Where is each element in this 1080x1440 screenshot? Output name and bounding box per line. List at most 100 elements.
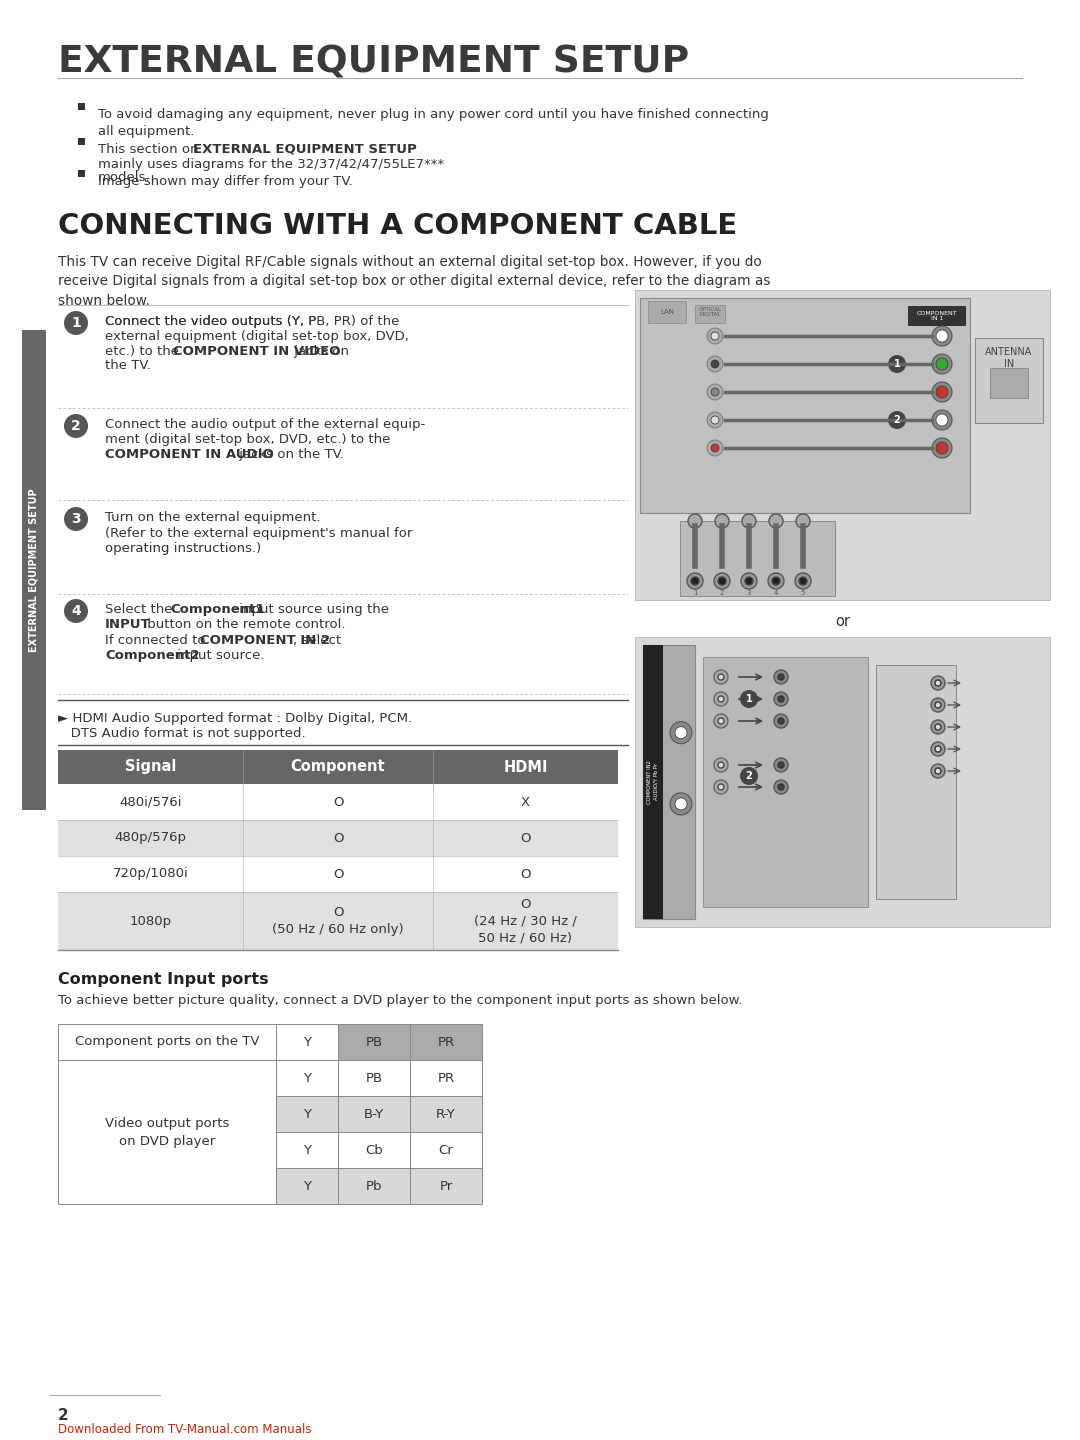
Text: O: O [333, 831, 343, 844]
Text: Connect the video outputs (Y, PB, PR) of the: Connect the video outputs (Y, PB, PR) of… [105, 315, 400, 328]
Text: 1080p: 1080p [130, 914, 172, 927]
Circle shape [707, 412, 723, 428]
Circle shape [714, 573, 730, 589]
Circle shape [774, 757, 788, 772]
Circle shape [711, 333, 719, 340]
Circle shape [742, 514, 756, 528]
Circle shape [687, 573, 703, 589]
Bar [276, 1024, 338, 1060]
Circle shape [741, 573, 757, 589]
Text: To avoid damaging any equipment, never plug in any power cord until you have fin: To avoid damaging any equipment, never p… [98, 108, 769, 138]
Bar [876, 665, 956, 899]
Circle shape [778, 783, 784, 791]
Circle shape [931, 698, 945, 711]
Text: PB: PB [365, 1035, 382, 1048]
Text: O: O [333, 795, 343, 808]
Circle shape [774, 714, 788, 729]
Bar [78, 138, 85, 145]
Circle shape [936, 442, 948, 454]
Text: INPUT: INPUT [105, 618, 150, 631]
Text: 1: 1 [692, 590, 698, 596]
Text: O: O [521, 867, 530, 880]
Text: 5: 5 [800, 590, 806, 596]
Text: 4: 4 [71, 603, 81, 618]
Bar [410, 1024, 482, 1060]
Bar [58, 750, 618, 783]
Text: jacks on: jacks on [291, 346, 349, 359]
Text: COMPONENT IN AUDIO: COMPONENT IN AUDIO [105, 448, 273, 461]
Text: PR: PR [437, 1071, 455, 1084]
Text: 2: 2 [745, 770, 753, 780]
Text: CONNECTING WITH A COMPONENT CABLE: CONNECTING WITH A COMPONENT CABLE [58, 212, 738, 240]
Circle shape [888, 410, 906, 429]
Text: external equipment (digital set-top box, DVD,: external equipment (digital set-top box,… [105, 330, 409, 343]
Text: 1: 1 [745, 694, 753, 704]
Circle shape [718, 674, 724, 680]
Text: Connect the audio output of the external equip-: Connect the audio output of the external… [105, 418, 426, 431]
Text: OPTICAL
DIGITAL: OPTICAL DIGITAL [699, 307, 721, 317]
Circle shape [774, 670, 788, 684]
Text: ANTENNA
IN: ANTENNA IN [985, 347, 1032, 369]
Circle shape [714, 670, 728, 684]
Text: (Refer to the external equipment's manual for: (Refer to the external equipment's manua… [105, 527, 413, 540]
Text: Downloaded From TV-Manual.com Manuals: Downloaded From TV-Manual.com Manuals [58, 1423, 311, 1436]
Circle shape [935, 680, 941, 685]
Text: 4: 4 [773, 590, 779, 596]
Text: 480p/576p: 480p/576p [114, 831, 187, 844]
Circle shape [670, 793, 692, 815]
Text: ► HDMI Audio Supported format : Dolby Digital, PCM.: ► HDMI Audio Supported format : Dolby Di… [58, 711, 413, 724]
Text: 2: 2 [719, 590, 725, 596]
Text: Connect the video outputs (Y, P: Connect the video outputs (Y, P [105, 315, 316, 328]
Text: Component2: Component2 [105, 649, 200, 662]
Text: 3: 3 [71, 513, 81, 526]
Text: button on the remote control.: button on the remote control. [143, 618, 346, 631]
Bar [410, 1168, 482, 1204]
Circle shape [718, 577, 726, 585]
Text: 2: 2 [71, 419, 81, 433]
Circle shape [778, 762, 784, 768]
Text: Cb: Cb [365, 1143, 383, 1156]
Bar [648, 301, 686, 323]
Bar [276, 1132, 338, 1168]
Text: models.: models. [98, 171, 150, 184]
Circle shape [936, 386, 948, 397]
Text: jacks on the TV.: jacks on the TV. [235, 448, 345, 461]
Text: operating instructions.): operating instructions.) [105, 541, 261, 554]
Circle shape [64, 415, 87, 438]
Text: EXTERNAL EQUIPMENT SETUP: EXTERNAL EQUIPMENT SETUP [193, 143, 417, 156]
Circle shape [64, 599, 87, 624]
Circle shape [936, 359, 948, 370]
Circle shape [935, 746, 941, 752]
Text: O: O [333, 867, 343, 880]
Bar [975, 338, 1043, 423]
Bar [703, 657, 868, 907]
Text: Cr: Cr [438, 1143, 454, 1156]
Text: This TV can receive Digital RF/Cable signals without an external digital set-top: This TV can receive Digital RF/Cable sig… [58, 255, 770, 308]
Bar [338, 1024, 410, 1060]
Circle shape [707, 328, 723, 344]
Circle shape [718, 762, 724, 768]
Text: , select: , select [293, 634, 341, 647]
Circle shape [718, 783, 724, 791]
Circle shape [740, 690, 758, 708]
Circle shape [778, 674, 784, 680]
Text: O
(24 Hz / 30 Hz /
50 Hz / 60 Hz): O (24 Hz / 30 Hz / 50 Hz / 60 Hz) [474, 897, 577, 945]
Text: HDMI: HDMI [503, 759, 548, 775]
Text: Signal: Signal [125, 759, 176, 775]
Circle shape [936, 415, 948, 426]
Circle shape [707, 441, 723, 456]
Bar [58, 783, 618, 819]
Bar [338, 1060, 410, 1096]
Circle shape [935, 768, 941, 775]
Circle shape [714, 780, 728, 793]
Text: B-Y: B-Y [364, 1107, 384, 1120]
Circle shape [931, 765, 945, 778]
Bar [410, 1060, 482, 1096]
Circle shape [935, 701, 941, 708]
Circle shape [935, 724, 941, 730]
Circle shape [718, 719, 724, 724]
Text: Select the: Select the [105, 603, 177, 616]
Text: input source using the: input source using the [235, 603, 389, 616]
Circle shape [778, 719, 784, 724]
Text: Component ports on the TV: Component ports on the TV [75, 1035, 259, 1048]
